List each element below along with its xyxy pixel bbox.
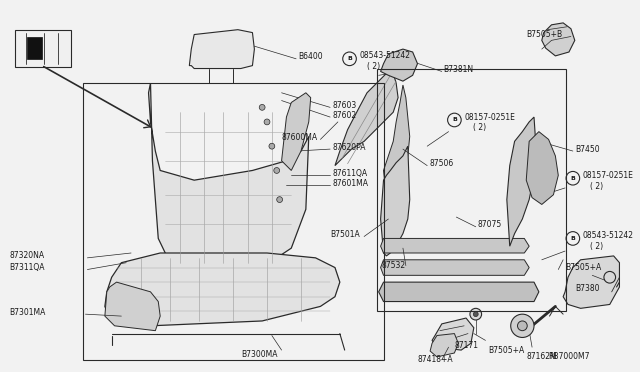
- Text: B: B: [570, 176, 575, 181]
- Text: 87620PA: 87620PA: [332, 143, 365, 152]
- Text: 87532: 87532: [381, 261, 406, 270]
- Text: 87320NA: 87320NA: [10, 251, 45, 260]
- Polygon shape: [335, 73, 398, 166]
- Text: 87418+A: 87418+A: [417, 355, 453, 364]
- Polygon shape: [542, 23, 575, 56]
- Circle shape: [474, 312, 478, 317]
- Polygon shape: [148, 83, 308, 272]
- Text: 87601MA: 87601MA: [332, 179, 368, 187]
- Text: RB7000M7: RB7000M7: [548, 352, 590, 361]
- Text: B7311QA: B7311QA: [10, 263, 45, 272]
- Polygon shape: [189, 30, 254, 68]
- Bar: [15, 30, 71, 67]
- Polygon shape: [381, 260, 529, 275]
- Polygon shape: [430, 334, 458, 357]
- Text: B7501A: B7501A: [330, 230, 360, 239]
- Text: 87603: 87603: [332, 101, 356, 110]
- Text: B7505+B: B7505+B: [526, 30, 563, 39]
- Circle shape: [518, 321, 527, 331]
- Polygon shape: [563, 256, 620, 308]
- Text: 87171: 87171: [454, 341, 478, 350]
- Polygon shape: [282, 93, 310, 170]
- Text: ( 2): ( 2): [367, 62, 380, 71]
- Circle shape: [274, 167, 280, 173]
- Circle shape: [470, 308, 481, 320]
- Text: 08157-0251E: 08157-0251E: [582, 171, 634, 180]
- Text: 87506: 87506: [429, 159, 453, 168]
- Bar: [377, 68, 566, 311]
- Text: ( 2): ( 2): [473, 123, 486, 132]
- Text: B7300MA: B7300MA: [241, 350, 277, 359]
- Text: B7450: B7450: [575, 145, 600, 154]
- Text: 08157-0251E: 08157-0251E: [464, 113, 515, 122]
- Text: B: B: [570, 236, 575, 241]
- Text: B6400: B6400: [298, 52, 323, 61]
- Circle shape: [264, 119, 270, 125]
- Polygon shape: [379, 282, 539, 302]
- Text: B7380: B7380: [575, 285, 599, 294]
- Text: 08543-51242: 08543-51242: [582, 231, 634, 240]
- Text: 87611QA: 87611QA: [332, 169, 367, 178]
- Text: 87075: 87075: [477, 220, 502, 229]
- Text: B7301MA: B7301MA: [10, 308, 46, 317]
- Text: B7505+A: B7505+A: [488, 346, 525, 355]
- Polygon shape: [27, 38, 42, 59]
- Text: ( 2): ( 2): [590, 182, 604, 190]
- Polygon shape: [105, 253, 340, 326]
- Text: 87162M: 87162M: [526, 352, 557, 361]
- Bar: [83, 83, 383, 360]
- Text: B7381N: B7381N: [444, 65, 474, 74]
- Text: B: B: [347, 56, 352, 61]
- Circle shape: [276, 197, 282, 202]
- Circle shape: [511, 314, 534, 337]
- Polygon shape: [432, 318, 474, 350]
- Text: B: B: [452, 118, 457, 122]
- Circle shape: [259, 105, 265, 110]
- Text: 08543-51242: 08543-51242: [359, 51, 410, 60]
- Polygon shape: [381, 238, 529, 253]
- Polygon shape: [105, 282, 160, 331]
- Text: 87600MA: 87600MA: [282, 133, 317, 142]
- Polygon shape: [507, 117, 536, 246]
- Polygon shape: [381, 49, 417, 81]
- Text: 87602: 87602: [332, 110, 356, 120]
- Circle shape: [269, 143, 275, 149]
- Polygon shape: [383, 85, 410, 195]
- Circle shape: [604, 272, 616, 283]
- Polygon shape: [526, 132, 558, 205]
- Polygon shape: [381, 146, 410, 256]
- Text: ( 2): ( 2): [590, 242, 604, 251]
- Text: B7505+A: B7505+A: [565, 263, 602, 272]
